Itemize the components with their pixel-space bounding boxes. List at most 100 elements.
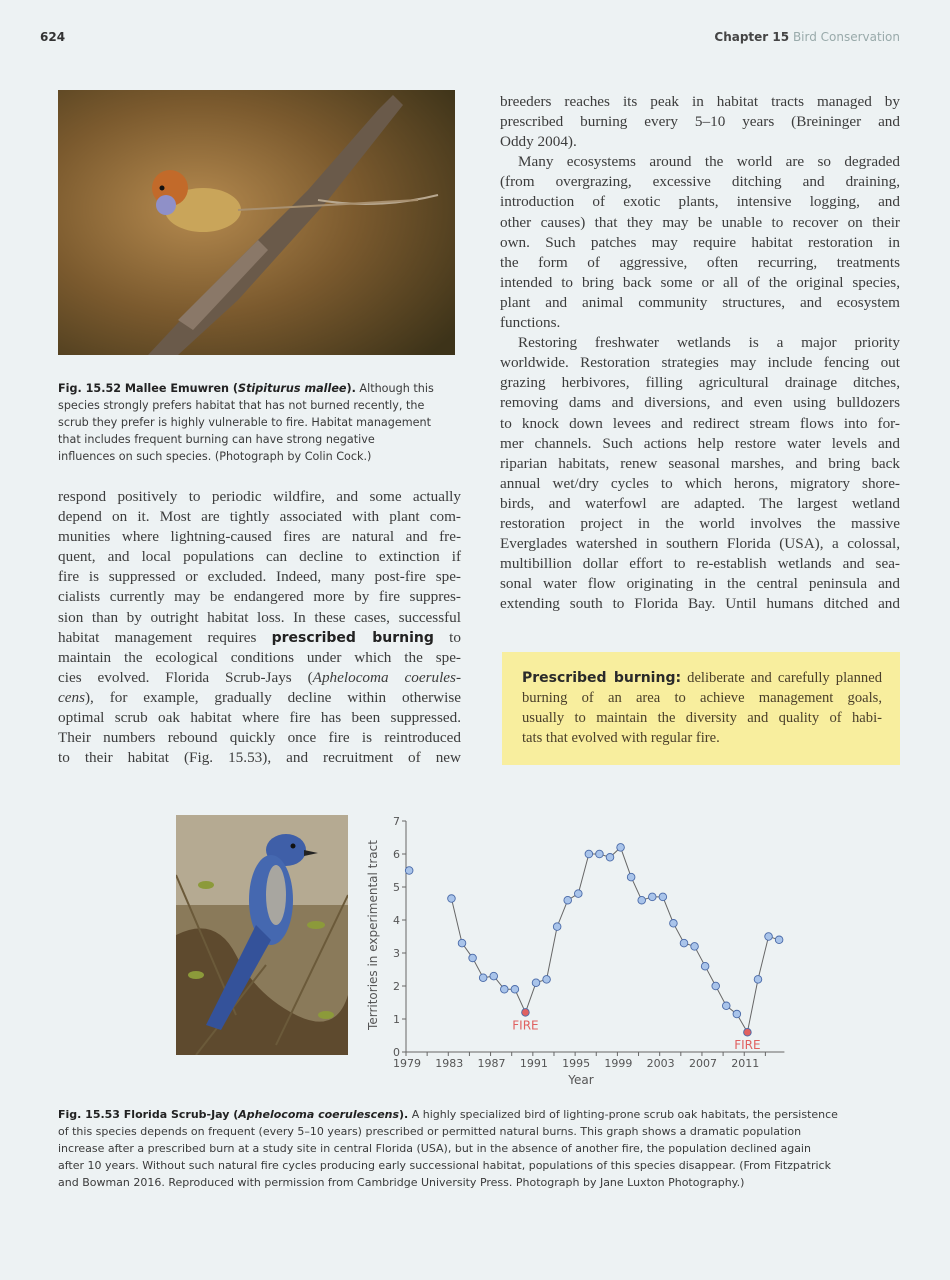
chart-svg: 0 1 2 3 4 5 6 7 1979 1983 1987 1991 1995 1999 2003 2007… (366, 815, 785, 1087)
text-line: other causes) that they may be unable to… (500, 213, 900, 231)
data-point (690, 942, 699, 951)
text-line: birds, and waterfowl are adapted. The la… (500, 494, 900, 512)
x-tick-label: 2011 (731, 1057, 759, 1070)
data-point (468, 953, 477, 963)
data-point (711, 981, 720, 991)
fire-annotation: FIRE (512, 1018, 538, 1032)
text-line: sion than by outright habitat loss. In t… (58, 608, 461, 626)
caption-species-name: Stipiturus mallee (238, 382, 347, 395)
y-tick-label: 0 (393, 1046, 400, 1059)
text-line: munities where lightning-caused fires ar… (58, 528, 461, 546)
text-line: depend on it. Most are tightly associate… (58, 508, 461, 526)
fire-annotation: FIRE (734, 1038, 760, 1052)
data-point (679, 938, 689, 948)
figure-15-53-caption: Fig. 15.53 Florida Scrub-Jay (Aphelocoma… (58, 1106, 908, 1191)
page-number: 624 (40, 30, 66, 44)
caption-line: increase after a prescribed burn at a st… (58, 1142, 811, 1155)
running-header: Chapter 15 Bird Conservation (714, 30, 900, 44)
text-line: removing dams and diversions, and even u… (500, 394, 900, 412)
y-tick-label: 1 (393, 1013, 400, 1026)
text-line: cens), for example, gradually decline wi… (58, 688, 461, 708)
y-axis-label: Territories in experimental tract (366, 840, 380, 1031)
text-line: own. Such patches may require habitat re… (500, 233, 900, 251)
chapter-label: Chapter 15 (714, 30, 790, 44)
text-line: Oddy 2004). (500, 133, 577, 151)
caption-bold-end: ). (399, 1108, 409, 1121)
text-line: fire is suppressed or excluded. Indeed, … (58, 568, 461, 586)
territories-chart: 0 1 2 3 4 5 6 7 1979 1983 1987 1991 1995 1999 2003 2007… (360, 810, 800, 1090)
text-line: annual wet/dry cycles to which herons, m… (500, 474, 900, 492)
left-column-text: respond positively to periodic wildfire,… (58, 487, 461, 768)
data-point (774, 935, 784, 945)
data-point (478, 973, 488, 982)
caption-figure-label: Fig. 15.52 Mallee Emuwren ( (58, 382, 239, 395)
data-point (753, 975, 763, 984)
text-line: plant and animal community structures, a… (500, 293, 900, 311)
caption-line: scrub they prefer is highly vulnerable t… (58, 416, 432, 429)
caption-line: of this species depends on frequent (eve… (58, 1125, 802, 1138)
text-line: tats that evolved with regular fire. (522, 730, 720, 746)
species-name-italic: cens (58, 688, 85, 706)
data-point (700, 961, 710, 971)
text-line: sonal water flow originating in the cent… (500, 575, 900, 593)
fire-data-point (521, 1008, 530, 1017)
x-tick-label: 2003 (647, 1057, 675, 1070)
caption-line: after 10 years. Without such natural fir… (58, 1159, 831, 1172)
text-fragment: cies evolved. Florida Scrub-Jays ( (58, 668, 313, 686)
y-tick-label: 5 (393, 881, 400, 894)
text-line: Restoring freshwater wetlands is a major… (518, 334, 900, 352)
paragraph: breeders reaches its peak in habitat tra… (500, 92, 900, 152)
text-line: burning of an area to achieve management… (522, 690, 882, 706)
text-line: cies evolved. Florida Scrub-Jays (Aphelo… (58, 668, 461, 688)
data-point (500, 985, 509, 994)
paragraph: Many ecosystems around the world are so … (500, 152, 900, 333)
data-point (457, 938, 467, 948)
right-column-text: breeders reaches its peak in habitat tra… (500, 92, 900, 614)
paragraph: Restoring freshwater wetlands is a major… (500, 333, 900, 614)
caption-line: species strongly prefers habitat that ha… (58, 399, 425, 412)
x-tick-label: 1995 (562, 1057, 590, 1070)
text-line: worldwide. Restoration strategies may in… (500, 354, 900, 372)
chapter-title: Bird Conservation (792, 30, 900, 44)
caption-line: influences on such species. (Photograph … (58, 450, 372, 463)
text-line: the form of aggressive, often recurring,… (500, 253, 900, 271)
data-point (764, 932, 773, 941)
data-point (447, 894, 456, 903)
data-point (531, 978, 541, 987)
x-tick-label: 1999 (604, 1057, 632, 1070)
data-point (732, 1009, 742, 1019)
y-tick-label: 7 (393, 815, 400, 828)
text-line: (from overgrazing, excessive ditching an… (500, 173, 900, 191)
text-line: prescribed burning every 5–10 years (Bre… (500, 113, 900, 131)
keyword-prescribed-burning: prescribed burning (271, 629, 434, 646)
data-point (648, 892, 657, 902)
text-fragment: habitat management requires (58, 628, 272, 646)
text-line: mer channels. Such actions help restore … (500, 434, 900, 452)
data-point (669, 919, 678, 928)
data-point (722, 1001, 731, 1011)
data-point (595, 849, 604, 859)
x-axis-label: Year (567, 1073, 593, 1087)
text-line: optimal scrub oak habitat where fire has… (58, 709, 461, 727)
definition-box: Prescribed burning: deliberate and caref… (502, 652, 900, 765)
x-tick-label: 1987 (478, 1057, 506, 1070)
y-tick-label: 4 (393, 914, 400, 927)
caption-figure-label: Fig. 15.53 Florida Scrub-Jay ( (58, 1108, 239, 1121)
data-point (510, 985, 520, 994)
text-line: Prescribed burning: deliberate and caref… (522, 668, 882, 688)
x-tick-label: 1979 (393, 1057, 421, 1070)
data-point (489, 971, 498, 981)
text-line: riparian habitats, renew seasonal marshe… (500, 454, 900, 472)
mallee-emuwren-photo (58, 90, 455, 355)
text-line: Many ecosystems around the world are so … (518, 153, 900, 171)
text-line: introduction of exotic plants, intensive… (500, 193, 900, 211)
caption-text: A highly specialized bird of lighting-pr… (408, 1108, 838, 1121)
data-point (542, 975, 551, 984)
text-line: cialists currently may be endangered mor… (58, 588, 461, 606)
text-line: to their habitat (Fig. 15.53), and recru… (58, 749, 461, 767)
text-line: grazing herbivores, filling agricultural… (500, 374, 900, 392)
text-line: Their numbers rebound quickly once fire … (58, 729, 461, 747)
data-point (552, 922, 562, 931)
text-line: multibillion dollar effort to re-establi… (500, 555, 900, 573)
text-line: respond positively to periodic wildfire,… (58, 488, 461, 505)
